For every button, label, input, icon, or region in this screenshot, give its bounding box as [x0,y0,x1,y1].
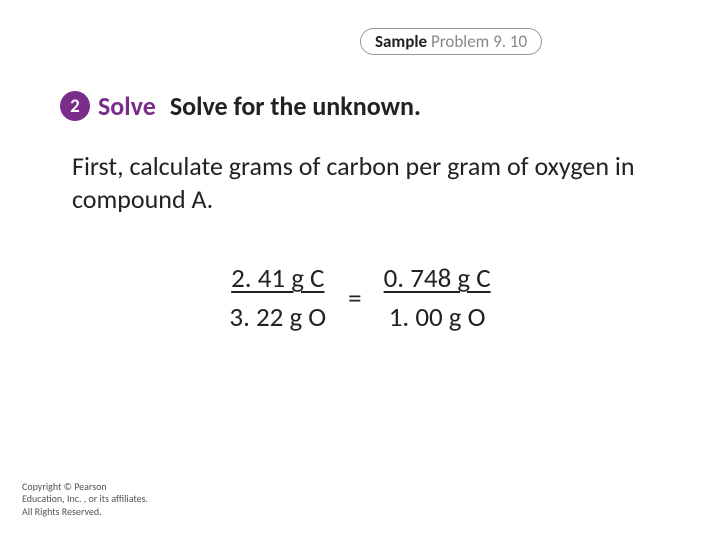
fraction-left: 2. 41 g C 3. 22 g O [225,262,330,334]
sample-badge-light: Problem 9. 10 [431,31,527,52]
step-number-circle: 2 [60,91,90,121]
copyright-footer: Copyright © Pearson Education, Inc. , or… [22,481,148,519]
sample-badge-bold: Sample [375,31,427,52]
step-label: Solve [98,90,156,122]
fraction-left-denominator: 3. 22 g O [225,297,330,334]
footer-line-3: All Rights Reserved. [22,506,148,519]
sample-problem-badge: Sample Problem 9. 10 [360,28,542,55]
footer-line-2: Education, Inc. , or its affiliates. [22,493,148,506]
fraction-right-numerator: 0. 748 g C [380,262,495,297]
equals-sign: = [344,282,365,315]
fraction-left-numerator: 2. 41 g C [227,262,328,297]
fraction-right-denominator: 1. 00 g O [385,297,490,334]
step-description: Solve for the unknown. [170,90,421,122]
step-header: 2 Solve Solve for the unknown. [60,90,421,122]
body-paragraph: First, calculate grams of carbon per gra… [72,150,680,215]
step-number: 2 [70,95,80,118]
equation-row: 2. 41 g C 3. 22 g O = 0. 748 g C 1. 00 g… [0,262,720,334]
fraction-right: 0. 748 g C 1. 00 g O [380,262,495,334]
